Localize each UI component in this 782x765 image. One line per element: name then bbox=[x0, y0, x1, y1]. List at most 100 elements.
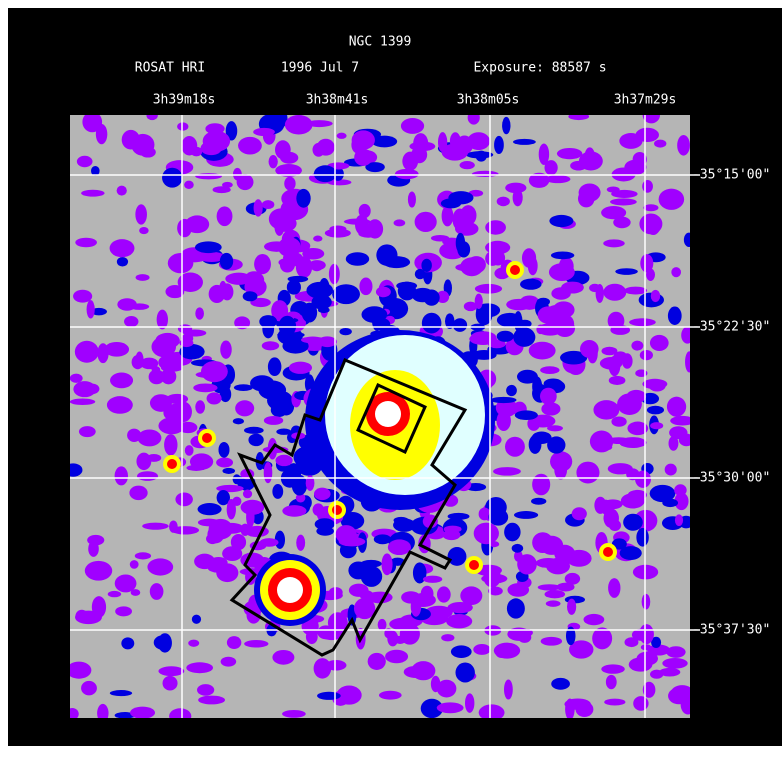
noise-blob bbox=[539, 144, 549, 165]
noise-blob bbox=[139, 227, 149, 234]
noise-blob bbox=[87, 535, 104, 546]
noise-blob bbox=[124, 316, 138, 327]
noise-blob bbox=[408, 191, 416, 207]
noise-blob bbox=[584, 614, 605, 625]
noise-blob bbox=[395, 169, 419, 179]
noise-blob bbox=[540, 388, 557, 405]
noise-blob bbox=[674, 484, 686, 496]
noise-blob bbox=[302, 303, 318, 323]
noise-blob bbox=[282, 710, 306, 718]
noise-blob bbox=[77, 156, 93, 167]
noise-blob bbox=[421, 586, 434, 602]
noise-blob bbox=[626, 390, 646, 403]
noise-blob bbox=[313, 236, 322, 242]
noise-blob bbox=[117, 186, 127, 196]
noise-blob bbox=[422, 313, 442, 334]
noise-blob bbox=[619, 133, 642, 149]
noise-blob bbox=[469, 333, 497, 345]
noise-blob bbox=[135, 552, 151, 559]
noise-blob bbox=[108, 591, 121, 597]
noise-blob bbox=[411, 661, 435, 680]
noise-blob bbox=[611, 417, 626, 427]
noise-blob bbox=[537, 323, 564, 335]
noise-blob bbox=[135, 204, 147, 224]
noise-blob bbox=[287, 280, 301, 295]
noise-blob bbox=[476, 151, 487, 162]
ra-label: 3h38m05s bbox=[457, 93, 520, 108]
noise-blob bbox=[606, 675, 617, 689]
noise-blob bbox=[317, 692, 341, 700]
noise-blob bbox=[129, 486, 147, 500]
noise-blob bbox=[594, 497, 606, 514]
noise-blob bbox=[551, 287, 570, 300]
noise-blob bbox=[296, 189, 310, 208]
noise-blob bbox=[448, 547, 467, 566]
noise-blob bbox=[97, 343, 108, 363]
noise-blob bbox=[371, 136, 397, 148]
noise-blob bbox=[378, 619, 387, 631]
noise-blob bbox=[185, 445, 194, 456]
noise-blob bbox=[289, 362, 312, 374]
noise-blob bbox=[629, 318, 656, 326]
noise-blob bbox=[665, 464, 677, 476]
page: NGC 1399 ROSAT HRI 1996 Jul 7 Exposure: … bbox=[0, 0, 782, 765]
noise-blob bbox=[497, 331, 514, 342]
noise-blob bbox=[188, 640, 199, 647]
noise-blob bbox=[115, 606, 132, 616]
noise-blob bbox=[529, 342, 556, 360]
noise-blob bbox=[415, 212, 437, 232]
noise-blob bbox=[201, 361, 228, 382]
noise-blob bbox=[650, 335, 669, 351]
noise-blob bbox=[646, 269, 655, 281]
noise-blob bbox=[451, 645, 472, 658]
noise-blob bbox=[131, 589, 141, 596]
noise-blob bbox=[489, 541, 499, 547]
noise-blob bbox=[272, 650, 294, 665]
noise-blob bbox=[537, 298, 550, 306]
noise-blob bbox=[513, 139, 536, 145]
noise-blob bbox=[522, 248, 536, 268]
noise-blob bbox=[557, 148, 582, 159]
noise-blob bbox=[81, 190, 104, 197]
noise-blob bbox=[217, 206, 233, 226]
noise-blob bbox=[546, 600, 561, 606]
noise-blob bbox=[442, 205, 454, 226]
noise-blob bbox=[197, 684, 214, 696]
noise-blob bbox=[580, 340, 599, 358]
noise-blob bbox=[576, 462, 599, 484]
noise-blob bbox=[107, 396, 133, 414]
noise-blob bbox=[149, 369, 165, 384]
noise-blob bbox=[70, 374, 83, 383]
noise-blob bbox=[164, 434, 177, 455]
noise-blob bbox=[110, 690, 132, 696]
noise-blob bbox=[175, 493, 192, 507]
noise-blob bbox=[456, 136, 473, 155]
noise-blob bbox=[513, 189, 523, 207]
noise-blob bbox=[75, 238, 97, 247]
noise-blob bbox=[243, 291, 258, 301]
noise-blob bbox=[411, 596, 422, 617]
noise-blob bbox=[394, 219, 406, 226]
noise-blob bbox=[349, 584, 369, 597]
noise-blob bbox=[285, 115, 313, 134]
noise-blob bbox=[485, 220, 506, 235]
noise-blob bbox=[359, 278, 372, 296]
noise-blob bbox=[483, 567, 501, 588]
noise-blob bbox=[565, 699, 575, 720]
noise-blob bbox=[282, 505, 306, 517]
noise-blob bbox=[66, 662, 91, 679]
noise-blob bbox=[339, 537, 366, 546]
noise-blob bbox=[195, 173, 222, 179]
dec-label: -35°15'00" bbox=[692, 168, 770, 183]
noise-blob bbox=[497, 313, 523, 327]
noise-blob bbox=[367, 219, 383, 238]
noise-blob bbox=[598, 444, 613, 451]
noise-blob bbox=[620, 546, 642, 560]
noise-blob bbox=[284, 177, 295, 191]
noise-blob bbox=[312, 143, 324, 157]
noise-blob bbox=[642, 379, 667, 389]
noise-blob bbox=[647, 406, 664, 415]
noise-blob bbox=[73, 290, 92, 303]
noise-blob bbox=[471, 350, 496, 360]
noise-blob bbox=[162, 168, 182, 188]
